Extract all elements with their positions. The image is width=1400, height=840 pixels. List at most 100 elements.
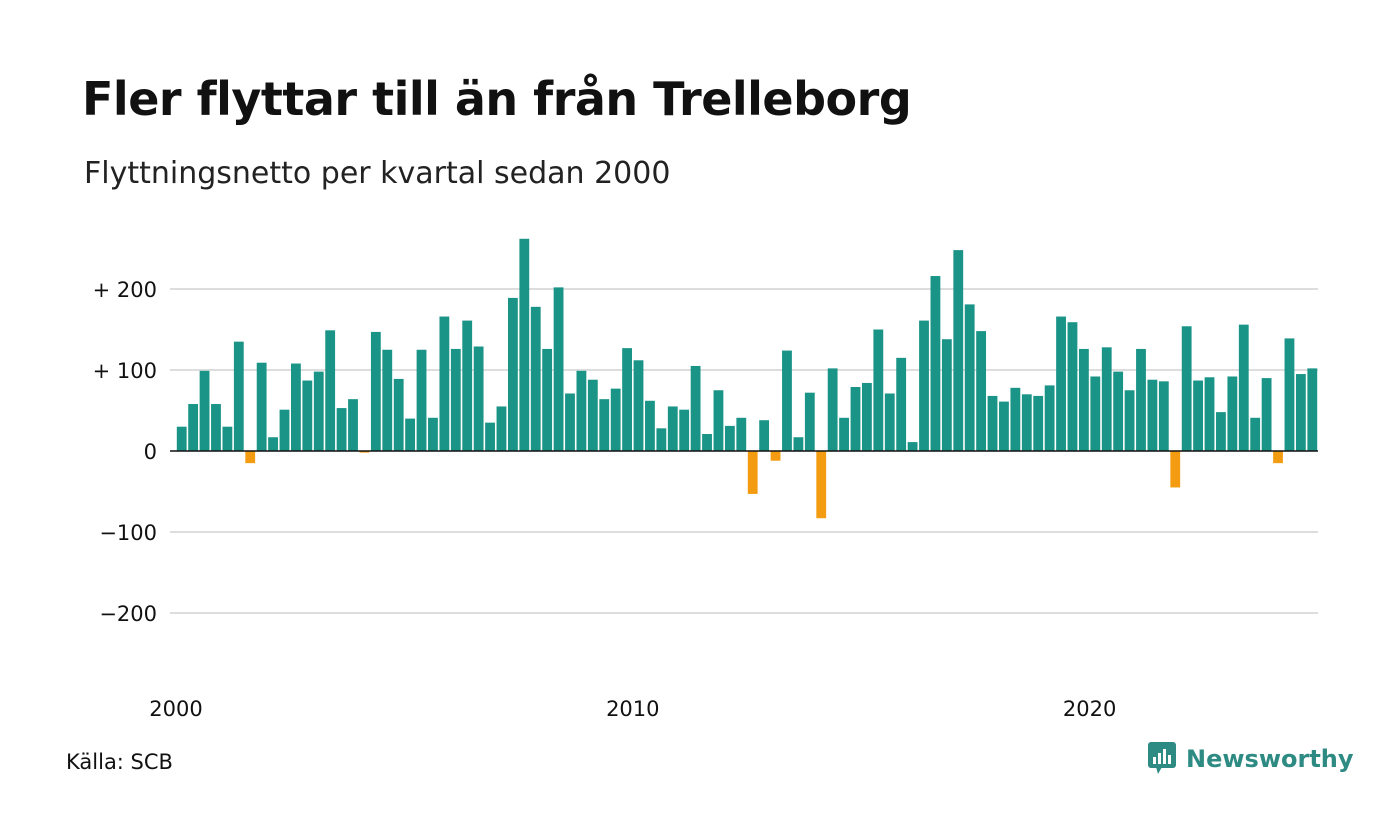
bar (462, 320, 473, 451)
bar (359, 451, 370, 453)
y-tick-label: −100 (99, 521, 157, 545)
bar (188, 404, 199, 451)
bar (1158, 381, 1169, 451)
bar (256, 362, 267, 451)
bar (1261, 378, 1272, 451)
bar (245, 451, 256, 464)
chart-title: Fler flyttar till än från Trelleborg (82, 72, 912, 126)
bar (348, 399, 358, 451)
bar (941, 339, 952, 451)
bar (702, 433, 712, 451)
x-tick-label: 2020 (1063, 697, 1116, 721)
bar (987, 395, 998, 451)
bar (736, 417, 747, 451)
bar (405, 418, 416, 451)
bar (485, 422, 495, 451)
bar (587, 379, 598, 451)
x-tick-label: 2010 (606, 697, 659, 721)
bar (428, 417, 438, 451)
bar (382, 349, 393, 451)
bar (1044, 385, 1055, 451)
bar (565, 393, 575, 451)
bar (507, 297, 518, 451)
x-tick-label: 2000 (149, 697, 202, 721)
bar (724, 425, 735, 451)
bar (291, 363, 301, 451)
chart-subtitle: Flyttningsnetto per kvartal sedan 2000 (84, 156, 671, 191)
bar (1033, 395, 1044, 451)
bar (1307, 368, 1318, 451)
bar (747, 451, 758, 494)
y-tick-label: 0 (144, 440, 157, 464)
bar (850, 387, 861, 451)
bar (633, 360, 644, 451)
bar (862, 382, 872, 451)
bar (1204, 377, 1215, 451)
bar (610, 388, 621, 451)
bar (473, 346, 484, 451)
brand-name: Newsworthy (1186, 745, 1354, 773)
bar-chart: + 200 + 100 0 −100 −200 2000 2010 2020 (93, 238, 1318, 721)
bar (690, 365, 701, 451)
bar (496, 406, 507, 451)
bar (1238, 324, 1249, 451)
bar (393, 378, 404, 451)
bar (302, 380, 313, 451)
bar (759, 420, 770, 451)
bar (1250, 417, 1261, 451)
bar (964, 304, 975, 451)
bar (1113, 371, 1124, 451)
bar (1193, 380, 1203, 451)
bar (976, 331, 987, 451)
bar (827, 368, 838, 451)
bar (1078, 348, 1089, 451)
bar (713, 390, 724, 451)
bar (1067, 322, 1078, 451)
newsworthy-logo: Newsworthy (1148, 742, 1354, 776)
bar (1284, 338, 1295, 451)
bar (873, 329, 884, 451)
bar (1021, 394, 1032, 451)
bar (793, 437, 804, 451)
y-tick-label: + 200 (93, 278, 157, 302)
bar (999, 401, 1009, 451)
bar (439, 316, 450, 451)
bar (279, 409, 290, 451)
bar (896, 357, 907, 451)
bar (211, 404, 221, 451)
bar (1273, 451, 1283, 464)
bar (519, 238, 530, 451)
bar (336, 408, 347, 451)
bar (233, 341, 244, 451)
bar (782, 350, 792, 451)
bar (667, 406, 678, 451)
bar (770, 451, 781, 461)
bar (1216, 412, 1226, 451)
bar (268, 437, 278, 451)
bar (222, 426, 233, 451)
bar (176, 426, 187, 451)
bar (1056, 316, 1066, 451)
bar (907, 442, 918, 451)
bar (656, 428, 667, 451)
bar (1101, 347, 1112, 451)
bar (839, 417, 849, 451)
bar (953, 250, 964, 451)
bar (370, 331, 381, 451)
bar (919, 320, 929, 451)
bar (804, 392, 815, 451)
bar (679, 409, 690, 451)
bar (313, 371, 324, 451)
bar (1090, 376, 1101, 451)
bar (645, 400, 655, 451)
bar (1147, 379, 1158, 451)
bar (450, 348, 461, 451)
newsworthy-logo-icon (1148, 742, 1176, 774)
bar (416, 349, 427, 451)
y-tick-label: −200 (99, 602, 157, 626)
bar (530, 306, 541, 451)
bar (1010, 387, 1021, 451)
bar (542, 348, 553, 451)
bar (930, 276, 941, 451)
bar (884, 393, 895, 451)
